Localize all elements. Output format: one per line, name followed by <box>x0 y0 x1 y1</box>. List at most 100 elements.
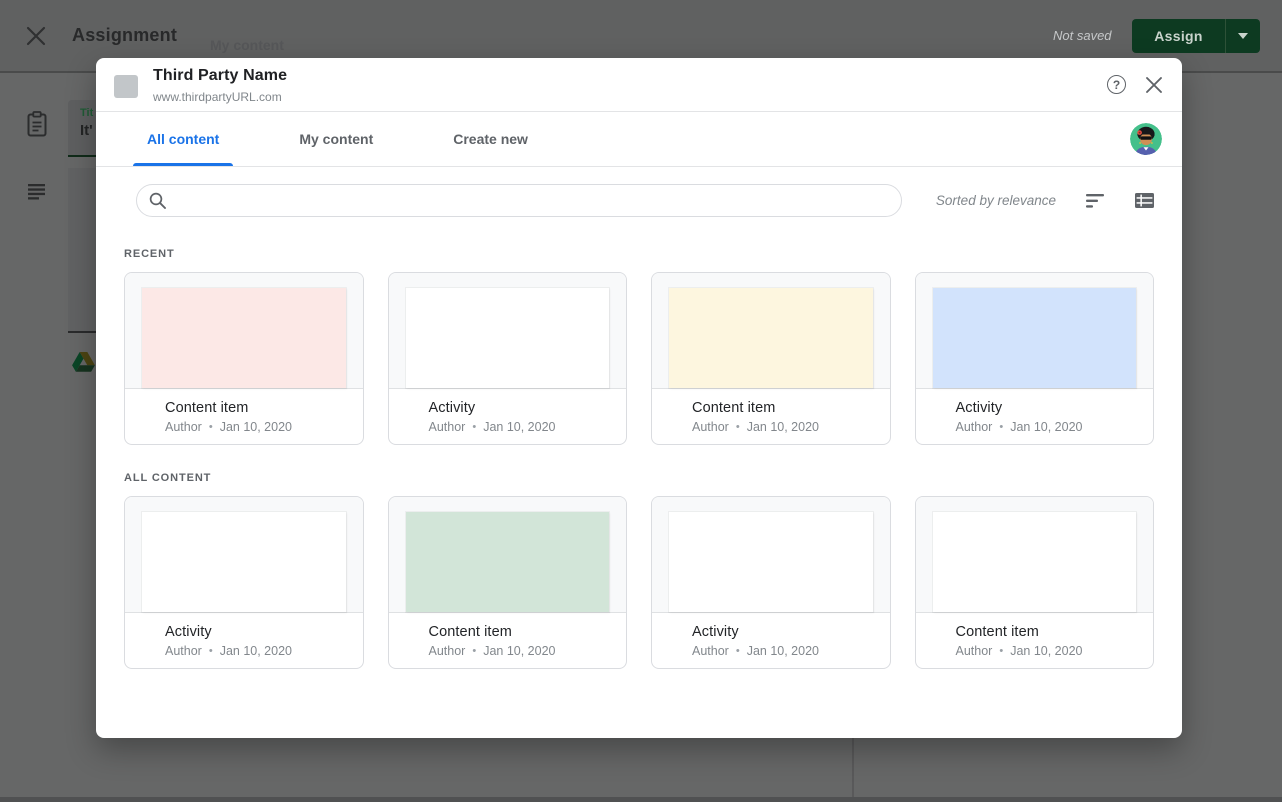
content-sections: RECENT Content item Author • Jan 10, 202… <box>124 248 1154 669</box>
sort-button[interactable] <box>1085 191 1105 211</box>
card-thumbnail-preview <box>142 288 346 388</box>
dialog-body: Sorted by relevance <box>96 167 1182 738</box>
save-status: Not saved <box>1053 28 1112 43</box>
drive-icon[interactable] <box>72 352 95 372</box>
assign-button[interactable]: Assign <box>1132 19 1226 53</box>
card-author: Author <box>165 420 202 434</box>
card-date: Jan 10, 2020 <box>219 420 292 434</box>
search-icon <box>149 192 166 209</box>
card-title: Content item <box>955 624 1039 640</box>
card-title: Activity <box>955 400 1003 416</box>
content-card[interactable]: Activity Author • Jan 10, 2020 <box>651 496 891 669</box>
card-author: Author <box>692 644 729 658</box>
card-grid: Content item Author • Jan 10, 2020 Activ… <box>124 272 1154 445</box>
card-text: Content item Author • Jan 10, 2020 <box>652 389 890 434</box>
card-text: Content item Author • Jan 10, 2020 <box>125 389 363 434</box>
card-thumbnail-preview <box>669 512 873 612</box>
card-date: Jan 10, 2020 <box>1010 644 1083 658</box>
card-title: Activity <box>428 400 476 416</box>
card-title: Content item <box>428 624 512 640</box>
third-party-picker-dialog: Third Party Name www.thirdpartyURL.com ?… <box>96 58 1182 738</box>
assign-split-button[interactable]: Assign <box>1132 19 1260 53</box>
tab-my-content[interactable]: My content <box>285 112 387 166</box>
avatar[interactable] <box>1130 123 1162 155</box>
card-date: Jan 10, 2020 <box>1010 420 1083 434</box>
card-text: Content item Author • Jan 10, 2020 <box>916 613 1154 658</box>
content-section: ALL CONTENT Activity Author • Jan 10, 20… <box>124 472 1154 669</box>
card-thumbnail-preview <box>932 512 1136 612</box>
card-date: Jan 10, 2020 <box>746 644 819 658</box>
card-thumbnail <box>125 273 363 389</box>
tab-bar: All content My content Create new <box>96 112 1182 167</box>
card-author: Author <box>955 420 993 434</box>
card-thumbnail-preview <box>405 512 609 612</box>
search-input[interactable] <box>175 185 889 216</box>
card-thumbnail <box>915 273 1153 389</box>
tab-label: Create new <box>453 131 528 147</box>
content-card[interactable]: Activity Author • Jan 10, 2020 <box>124 496 364 669</box>
card-thumbnail-preview <box>669 288 873 388</box>
tab-all-content[interactable]: All content <box>133 112 234 166</box>
third-party-app-icon <box>114 75 138 98</box>
card-thumbnail <box>915 497 1153 613</box>
card-author: Author <box>428 420 466 434</box>
card-date: Jan 10, 2020 <box>746 420 819 434</box>
background-panel-divider <box>852 738 854 797</box>
card-thumbnail <box>652 497 890 613</box>
tab-create-new[interactable]: Create new <box>439 112 542 166</box>
assign-dropdown-button[interactable] <box>1226 19 1260 53</box>
content-card[interactable]: Activity Author • Jan 10, 2020 <box>914 272 1154 445</box>
meta-separator-dot: • <box>472 421 477 433</box>
card-title: Activity <box>692 624 739 640</box>
description-lines-icon <box>28 184 45 200</box>
dialog-url: www.thirdpartyURL.com <box>153 90 282 104</box>
card-author: Author <box>955 644 993 658</box>
card-grid: Activity Author • Jan 10, 2020 Content i… <box>124 496 1154 669</box>
view-list-icon <box>1134 193 1154 208</box>
card-author: Author <box>165 644 202 658</box>
assignment-clipboard-icon <box>27 111 47 137</box>
close-icon[interactable] <box>26 26 46 46</box>
card-title: Activity <box>165 624 212 640</box>
meta-separator-dot: • <box>999 645 1004 657</box>
card-date: Jan 10, 2020 <box>483 644 556 658</box>
meta-separator-dot: • <box>735 421 740 433</box>
background-page-edge <box>0 797 1282 802</box>
close-icon[interactable] <box>1145 76 1163 94</box>
content-card[interactable]: Content item Author • Jan 10, 2020 <box>651 272 891 445</box>
card-thumbnail-preview <box>932 288 1136 388</box>
card-thumbnail-preview <box>405 288 609 388</box>
card-text: Content item Author • Jan 10, 2020 <box>389 613 627 658</box>
card-title: Content item <box>692 400 776 416</box>
title-field-label: Tit <box>80 107 94 119</box>
search-box[interactable] <box>136 184 902 217</box>
tab-label: All content <box>147 131 220 147</box>
content-card[interactable]: Content item Author • Jan 10, 2020 <box>387 496 627 669</box>
meta-separator-dot: • <box>472 645 477 657</box>
sort-icon <box>1085 193 1104 208</box>
title-field-value: It' <box>80 122 93 139</box>
card-meta: Author • Jan 10, 2020 <box>956 420 1140 434</box>
card-author: Author <box>692 420 729 434</box>
content-card[interactable]: Activity Author • Jan 10, 2020 <box>387 272 627 445</box>
card-thumbnail-preview <box>142 512 346 612</box>
card-thumbnail <box>388 273 626 389</box>
card-text: Activity Author • Jan 10, 2020 <box>125 613 363 658</box>
sort-status-label: Sorted by relevance <box>935 193 1056 208</box>
content-card[interactable]: Content item Author • Jan 10, 2020 <box>124 272 364 445</box>
card-date: Jan 10, 2020 <box>219 644 292 658</box>
card-author: Author <box>428 644 466 658</box>
content-section: RECENT Content item Author • Jan 10, 202… <box>124 248 1154 445</box>
page-title: Assignment <box>72 25 178 45</box>
ghost-tab-text: My content <box>210 37 284 53</box>
card-thumbnail <box>388 497 626 613</box>
tab-label: My content <box>299 131 374 147</box>
card-date: Jan 10, 2020 <box>483 420 556 434</box>
content-card[interactable]: Content item Author • Jan 10, 2020 <box>914 496 1154 669</box>
card-text: Activity Author • Jan 10, 2020 <box>916 389 1154 434</box>
help-icon[interactable]: ? <box>1107 75 1126 94</box>
section-label: RECENT <box>124 248 175 260</box>
card-meta: Author • Jan 10, 2020 <box>429 420 613 434</box>
view-list-button[interactable] <box>1134 191 1154 211</box>
